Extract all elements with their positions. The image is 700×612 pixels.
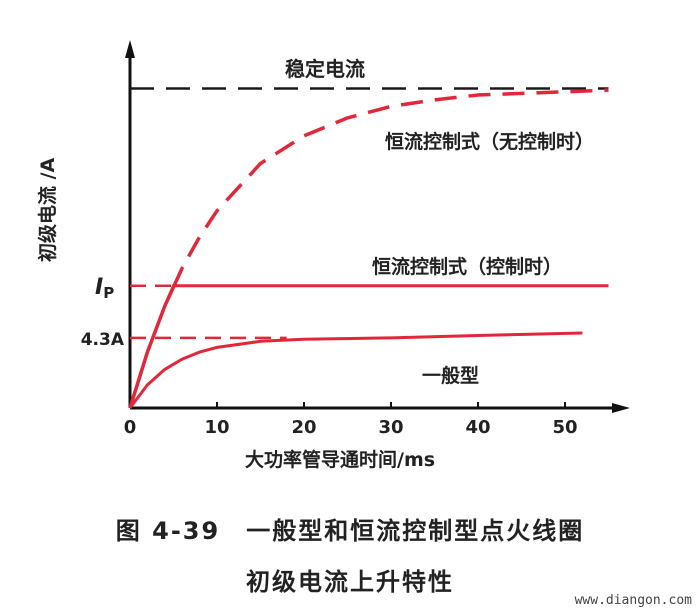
series-line-dashed [171, 88, 609, 288]
caption-line-1: 图 4-39 一般型和恒流控制型点火线圈 [115, 517, 585, 545]
x-axis-arrow [612, 403, 630, 413]
x-tick-label: 50 [552, 417, 577, 438]
caption-line-2: 初级电流上升特性 [246, 568, 454, 596]
x-tick-label: 30 [378, 417, 403, 438]
series-label-general: 一般型 [422, 364, 479, 387]
x-tick-label: 10 [204, 417, 229, 438]
x-tick-label: 20 [291, 417, 316, 438]
series-label-controlled: 恒流控制式（控制时） [372, 255, 562, 278]
x-axis-label: 大功率管导通时间/ms [245, 448, 435, 471]
series-line [128, 284, 609, 409]
y-tick-4-3a: 4.3A [81, 330, 125, 350]
watermark: www.diangon.com [574, 593, 692, 608]
y-axis-arrow [125, 40, 135, 58]
series-label-no-control: 恒流控制式（无控制时） [385, 130, 594, 153]
y-tick-ip: IP [95, 275, 114, 302]
reference-line-label: 稳定电流 [285, 57, 365, 81]
y-axis-label: 初级电流 /A [36, 157, 59, 262]
series-line [128, 331, 583, 409]
x-tick-label: 40 [465, 417, 490, 438]
x-tick-label: 0 [124, 417, 137, 438]
